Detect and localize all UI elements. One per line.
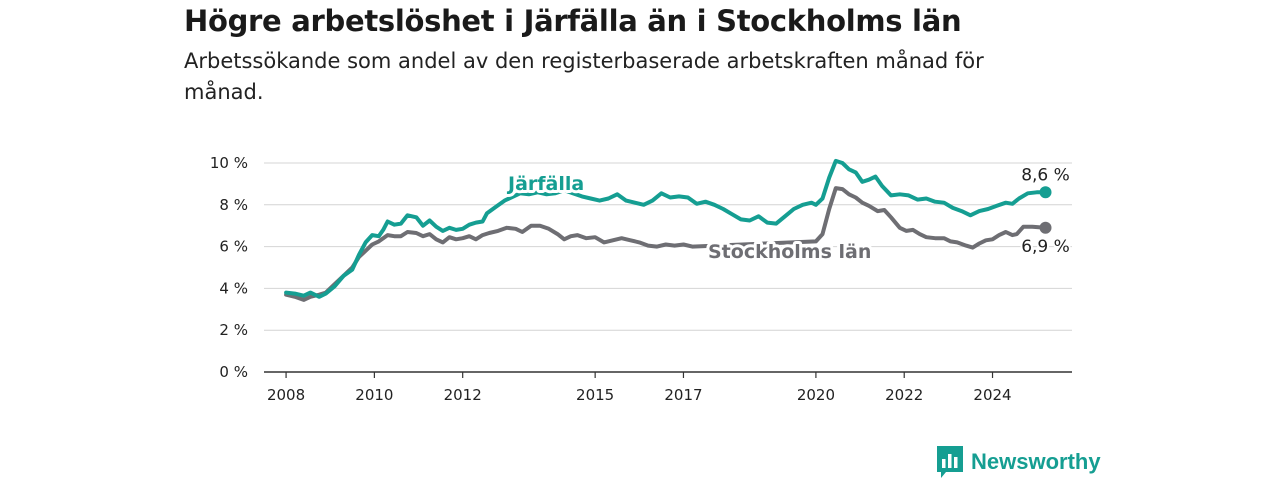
- x-tick-label: 2008: [267, 386, 305, 404]
- y-tick-label: 0 %: [219, 363, 248, 381]
- series-lines: [284, 158, 1052, 302]
- x-tick-label: 2020: [797, 386, 835, 404]
- line-chart: 0 % 2 % 4 % 6 % 8 % 10 % 2008 2010 2012 2015 2017…: [210, 154, 1072, 404]
- y-tick-label: 10 %: [210, 154, 248, 172]
- series-line: [284, 158, 1048, 299]
- x-tick-label: 2012: [444, 386, 482, 404]
- y-tick-label: 4 %: [219, 279, 248, 297]
- bar-chart-badge-icon: [937, 446, 963, 478]
- gridlines: 0 % 2 % 4 % 6 % 8 % 10 %: [210, 154, 1072, 381]
- y-tick-label: 6 %: [219, 238, 248, 256]
- x-tick-label: 2022: [885, 386, 923, 404]
- x-tick-label: 2010: [355, 386, 393, 404]
- series-end-point: [1039, 186, 1052, 199]
- series-end-point: [1039, 221, 1052, 234]
- series-line: [284, 186, 1048, 302]
- x-tick-label: 2017: [664, 386, 702, 404]
- x-tick-label: 2024: [973, 386, 1011, 404]
- x-axis: 2008 2010 2012 2015 2017 2020 2022 2024: [264, 371, 1072, 404]
- chart-title: Högre arbetslöshet i Järfälla än i Stock…: [184, 4, 962, 38]
- series-labels: Järfälla Stockholms län 8,6 % 6,9 %: [503, 163, 1072, 266]
- end-value-label: 8,6 %: [1021, 165, 1070, 185]
- y-tick-label: 8 %: [219, 196, 248, 214]
- x-tick-label: 2015: [576, 386, 614, 404]
- y-tick-label: 2 %: [219, 321, 248, 339]
- series-label: Järfälla: [506, 173, 584, 195]
- brand-logo: Newsworthy: [937, 446, 1101, 478]
- brand-name: Newsworthy: [971, 449, 1101, 474]
- chart-subtitle: Arbetssökande som andel av den registerb…: [184, 49, 984, 104]
- series-label: Stockholms län: [708, 241, 871, 263]
- end-value-label: 6,9 %: [1021, 237, 1070, 257]
